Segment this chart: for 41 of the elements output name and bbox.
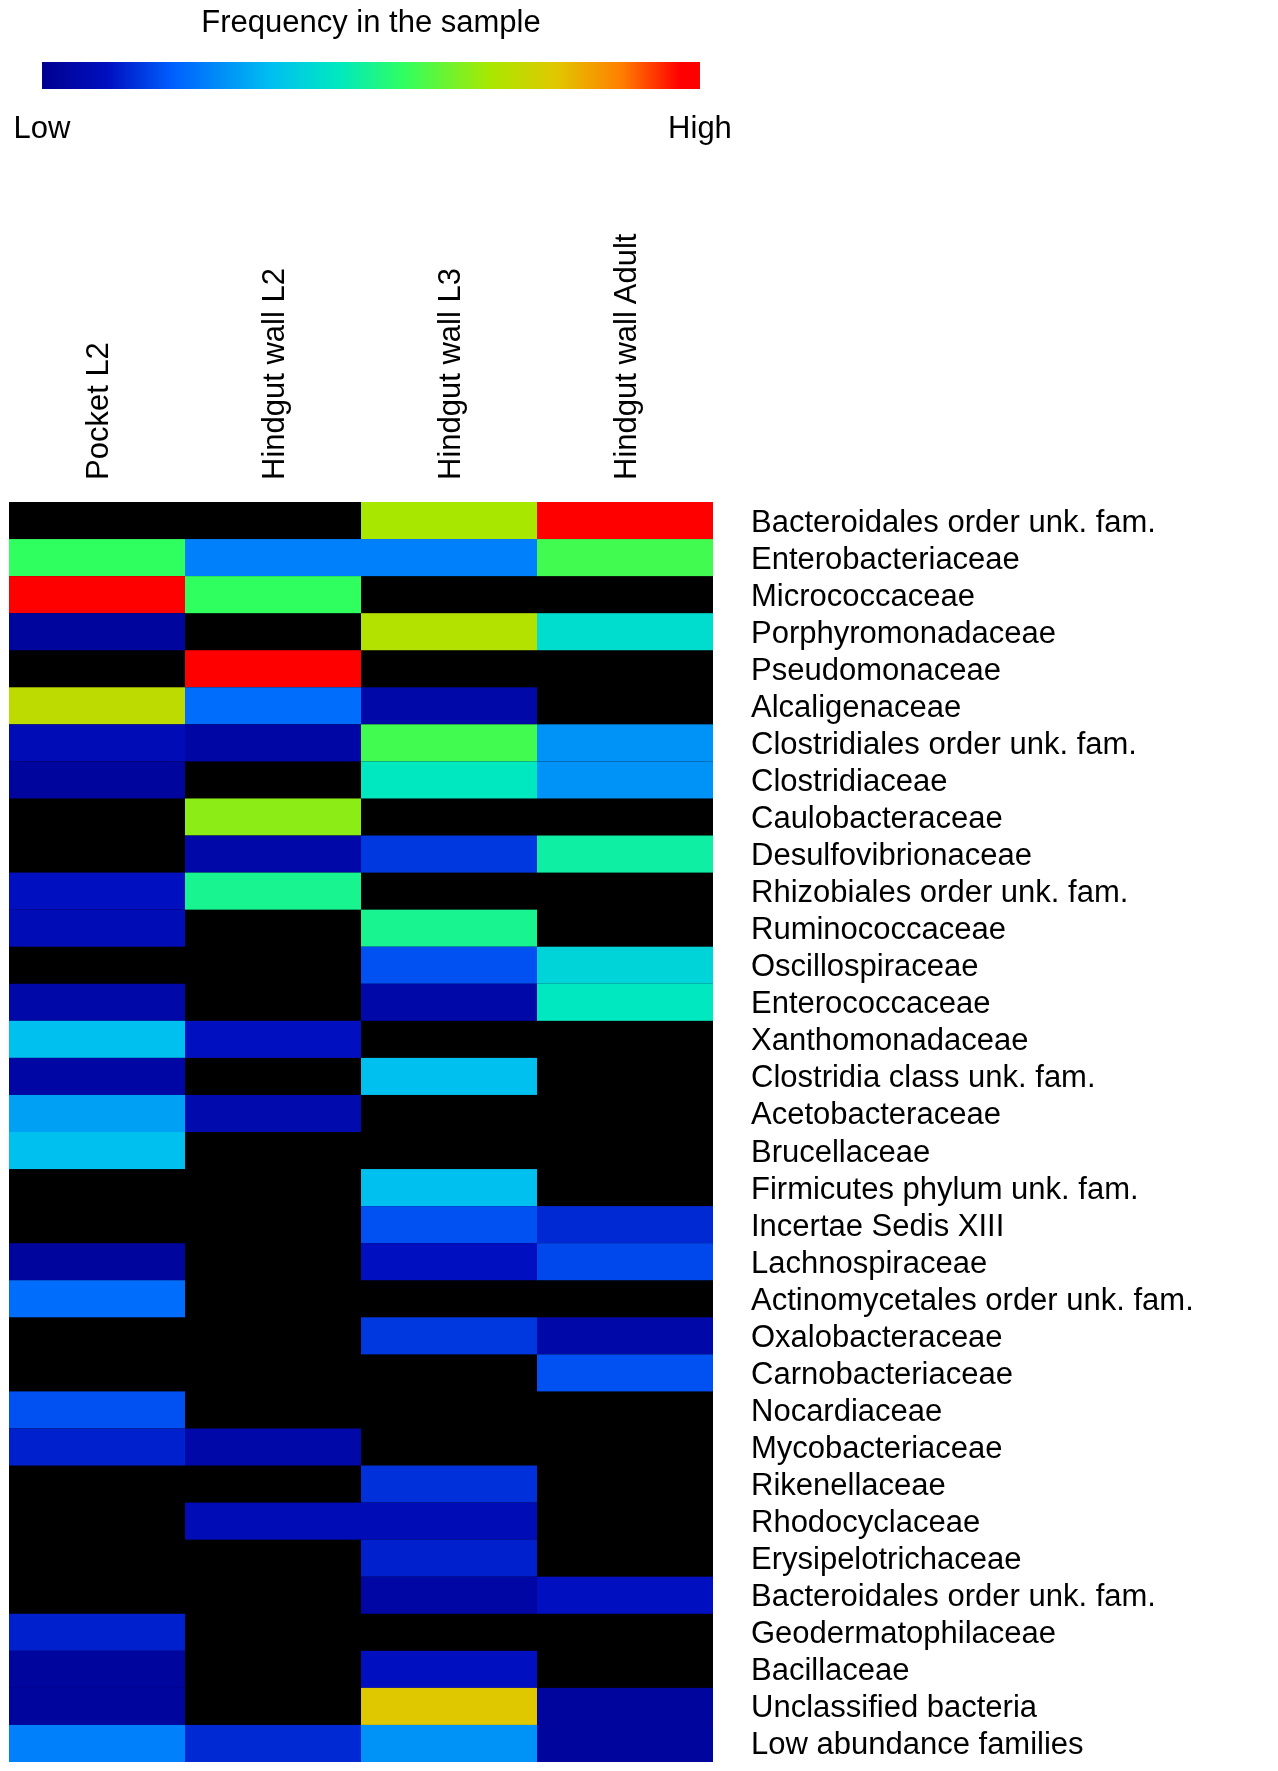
y-tick-label: Nocardiaceae <box>751 1392 943 1428</box>
y-tick-label: Alcaligenaceae <box>751 688 962 724</box>
x-tick-label: Hindgut wall L3 <box>431 268 467 480</box>
y-tick-label: Pseudomonaceae <box>751 651 1001 687</box>
y-tick-label: Rikenellaceae <box>751 1467 946 1503</box>
y-tick-label: Carnobacteriaceae <box>751 1355 1013 1391</box>
y-tick-label: Clostridia class unk. fam. <box>751 1059 1096 1095</box>
y-tick-label: Brucellaceae <box>751 1133 931 1169</box>
y-tick-label: Incertae Sedis XIII <box>751 1207 1005 1243</box>
y-tick-label: Oscillospiraceae <box>751 948 979 984</box>
y-tick-label: Oxalobacteraceae <box>751 1318 1003 1354</box>
y-tick-label: Actinomycetales order unk. fam. <box>751 1281 1194 1317</box>
y-tick-label: Enterobacteriaceae <box>751 540 1020 576</box>
y-tick-label: Geodermatophilaceae <box>751 1615 1057 1651</box>
y-tick-label: Enterococcaceae <box>751 985 991 1021</box>
y-tick-label: Firmicutes phylum unk. fam. <box>751 1170 1139 1206</box>
y-tick-label: Lachnospiraceae <box>751 1244 988 1280</box>
y-tick-label: Mycobacteriaceae <box>751 1430 1003 1466</box>
color-bar-title: Frequency in the sample <box>201 4 541 39</box>
y-tick-label: Rhodocyclaceae <box>751 1504 981 1540</box>
y-tick-label: Unclassified bacteria <box>751 1689 1038 1725</box>
x-tick-label: Pocket L2 <box>79 342 115 480</box>
x-tick-label: Hindgut wall Adult <box>607 233 643 480</box>
y-tick-label: Clostridiaceae <box>751 762 948 798</box>
y-tick-label: Erysipelotrichaceae <box>751 1541 1022 1577</box>
y-tick-label: Desulfovibrionaceae <box>751 837 1032 873</box>
y-tick-label: Ruminococcaceae <box>751 911 1007 947</box>
y-tick-label: Micrococcaceae <box>751 577 975 613</box>
y-tick-label: Xanthomonadaceae <box>751 1022 1029 1058</box>
y-tick-label: Clostridiales order unk. fam. <box>751 725 1137 761</box>
y-tick-label: Bacillaceae <box>751 1652 910 1688</box>
y-tick-label: Acetobacteraceae <box>751 1096 1001 1132</box>
y-tick-label: Porphyromonadaceae <box>751 614 1057 650</box>
color-bar-label: Low <box>13 110 72 145</box>
y-tick-label: Rhizobiales order unk. fam. <box>751 874 1129 910</box>
y-tick-label: Bacteroidales order unk. fam. <box>751 1578 1156 1614</box>
x-tick-label: Hindgut wall L2 <box>255 268 291 480</box>
color-bar-label: High <box>668 110 732 145</box>
y-tick-label: Bacteroidales order unk. fam. <box>751 503 1156 539</box>
y-tick-label: Low abundance families <box>751 1726 1084 1762</box>
y-tick-label: Caulobacteraceae <box>751 800 1003 836</box>
